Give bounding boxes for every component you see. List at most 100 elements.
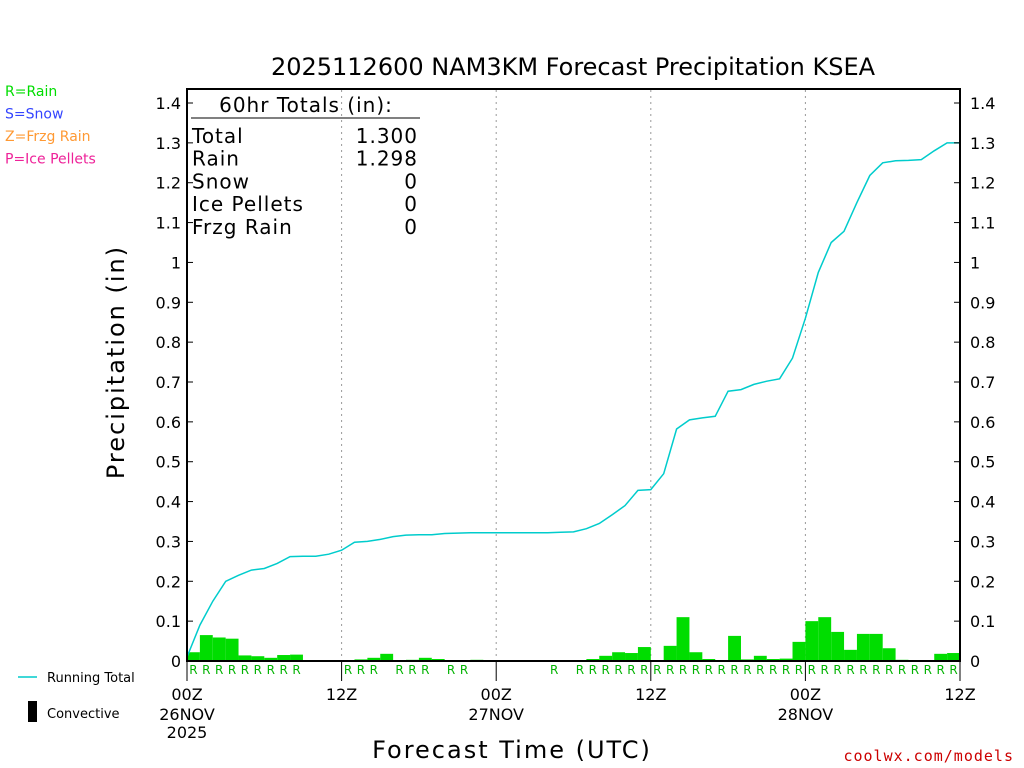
ptype-marker: R [782, 663, 790, 677]
y-axis-label: Precipitation (in) [102, 245, 130, 479]
ptype-marker: R [653, 663, 661, 677]
precip-bar [779, 658, 793, 661]
y-tick-label: 0 [171, 652, 181, 671]
ptype-marker: R [924, 663, 932, 677]
ptype-marker: R [885, 663, 893, 677]
totals-row-label: Ice Pellets [192, 192, 304, 216]
precip-bar [418, 657, 432, 661]
x-tick-date: 28NOV [778, 705, 834, 724]
y-tick-label: 0.3 [156, 532, 181, 551]
totals-heading: 60hr Totals (in): [219, 93, 393, 117]
ptype-marker: R [460, 663, 468, 677]
precip-bar [831, 631, 845, 661]
precip-bar [934, 653, 948, 661]
series-legend: Running Total Convective [18, 671, 135, 722]
y-tick-label-right: 0.9 [970, 293, 995, 312]
precip-bar [882, 648, 896, 661]
precip-bar [856, 633, 870, 661]
ptype-marker: R [614, 663, 622, 677]
precip-bar [625, 653, 638, 661]
y-tick-label: 0.2 [156, 572, 181, 591]
ptype-marker: R [627, 663, 635, 677]
totals-row-label: Snow [192, 169, 250, 193]
y-tick-label-right: 0.4 [970, 493, 995, 512]
ptype-legend: R=Rain S=Snow Z=Frzg Rain P=Ice Pellets [5, 84, 96, 168]
ptype-marker: R [589, 663, 597, 677]
x-tick-year: 2025 [167, 723, 208, 742]
y-tick-label-right: 1.1 [970, 214, 995, 233]
grid-lines [341, 90, 806, 661]
y-tick-label: 1.4 [156, 94, 181, 113]
y-tick-label-right: 0.6 [970, 413, 995, 432]
y-tick-label-right: 0.5 [970, 453, 995, 472]
ptype-marker: R [357, 663, 365, 677]
ptype-marker: R [937, 663, 945, 677]
plot-frame [186, 88, 961, 662]
precip-bar [367, 657, 381, 661]
ptype-marker: R [756, 663, 764, 677]
y-tick-label: 0.1 [156, 612, 181, 631]
ptype-marker: R [872, 663, 880, 677]
precip-bar [380, 653, 394, 661]
totals-box: 60hr Totals (in): Total 1.300 Rain 1.298 Snow… [191, 93, 420, 239]
ptype-marker: R [254, 663, 262, 677]
y-tick-label: 1.1 [156, 214, 181, 233]
y-tick-label-right: 0.2 [970, 572, 995, 591]
y-tick-label-right: 1 [970, 253, 980, 272]
precip-bar [264, 657, 278, 661]
y-tick-label: 1 [171, 253, 181, 272]
precip-bar [599, 655, 613, 661]
precip-bar [805, 621, 819, 661]
totals-row-value: 1.300 [356, 124, 418, 148]
ptype-marker: R [743, 663, 751, 677]
precip-bar [637, 647, 651, 661]
ptype-marker: R [395, 663, 403, 677]
y-tick-label-right: 1.4 [970, 94, 995, 113]
precip-bar [818, 617, 832, 661]
x-axis-label: Forecast Time (UTC) [372, 736, 652, 764]
ptype-marker: R [717, 663, 725, 677]
x-tick-label: 12Z [635, 685, 666, 704]
y-tick-label: 1.3 [156, 134, 181, 153]
totals-row-value: 1.298 [356, 147, 418, 171]
precip-bar [844, 649, 857, 661]
y-tick-label: 0.5 [156, 453, 181, 472]
ptype-marker: R [550, 663, 558, 677]
y-tick-label-right: 0 [970, 652, 980, 671]
precip-bar [251, 656, 265, 661]
y-tick-label-right: 0.8 [970, 333, 995, 352]
totals-row-value: 0 [404, 192, 418, 216]
precip-bar [753, 655, 767, 661]
precip-bar [212, 637, 226, 661]
ptype-marker: R [421, 663, 429, 677]
y-tick-label-right: 1.2 [970, 174, 995, 193]
precip-bar [199, 635, 213, 661]
ptype-marker: R [833, 663, 841, 677]
ptype-marker: R [344, 663, 352, 677]
ptype-marker: R [241, 663, 249, 677]
convective-legend-label: Convective [47, 707, 120, 722]
ptype-marker: R [215, 663, 223, 677]
precip-bar [728, 635, 741, 661]
x-tick-label: 12Z [326, 685, 357, 704]
ptype-marker: R [808, 663, 816, 677]
x-tick-label: 00Z [481, 685, 512, 704]
precip-bar [947, 653, 960, 661]
x-tick-date: 27NOV [468, 705, 524, 724]
ptype-marker: R [267, 663, 275, 677]
convective-swatch [28, 701, 37, 722]
running-total-line [186, 142, 960, 658]
precip-bar [676, 617, 690, 661]
precip-bar [187, 652, 200, 661]
x-tick-date: 26NOV [159, 705, 215, 724]
precip-bar [792, 641, 806, 661]
y-axis-right: 0 0.1 0.2 0.3 0.4 0.5 0.6 0.7 0.8 0.9 1 1.1 1.2 1.3 1.… [954, 94, 995, 671]
ptype-marker: R [705, 663, 713, 677]
ptype-marker: R [666, 663, 674, 677]
chart-title: 2025112600 NAM3KM Forecast Precipitation… [271, 53, 876, 81]
ptype-marker: R [898, 663, 906, 677]
ptype-marker: R [692, 663, 700, 677]
y-tick-label: 0.6 [156, 413, 181, 432]
